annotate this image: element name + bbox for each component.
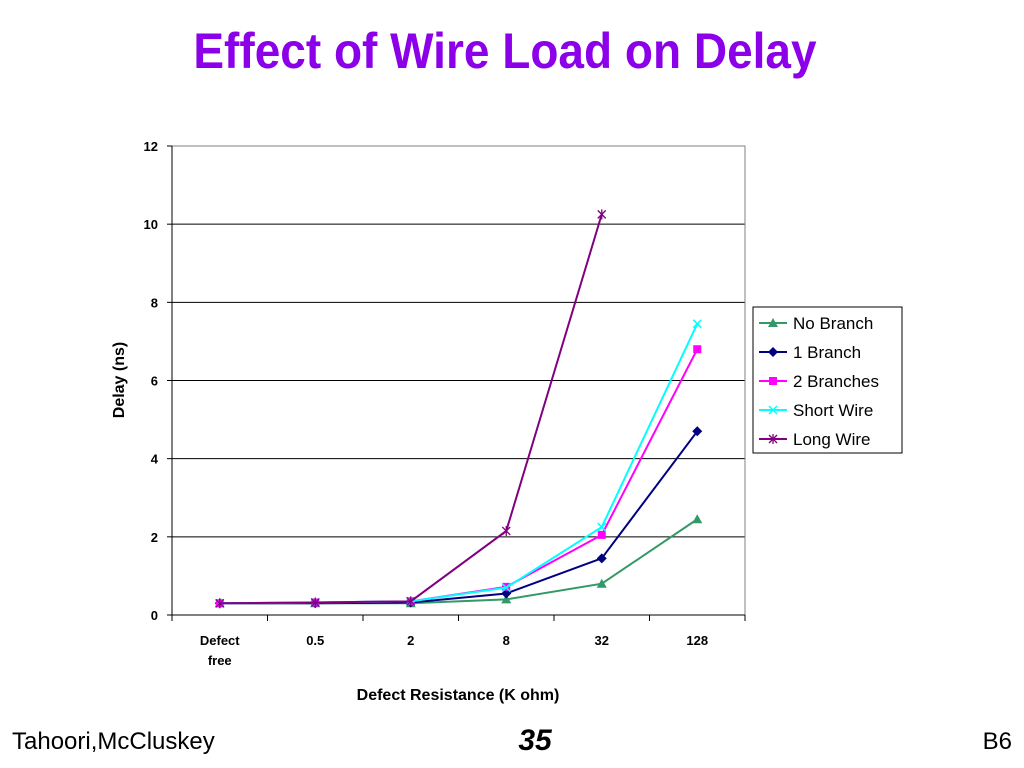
x-tick-label: 8 <box>503 633 510 648</box>
data-point-no-branch <box>692 514 703 524</box>
data-point-no-branch <box>501 594 512 604</box>
y-tick-label: 10 <box>144 217 158 232</box>
data-point-short-wire <box>692 319 702 329</box>
legend-label: 2 Branches <box>793 372 879 391</box>
y-tick-label: 12 <box>144 139 158 154</box>
legend-label: 1 Branch <box>793 343 861 362</box>
x-tick-label: Defect free <box>200 633 240 668</box>
series-short-wire <box>215 319 702 608</box>
series-1-branch <box>214 426 703 609</box>
data-point-short-wire <box>597 522 607 532</box>
data-point-long-wire <box>597 209 607 220</box>
legend-item-1-branch: 1 Branch <box>759 343 861 362</box>
x-tick-label: 0.5 <box>306 633 324 648</box>
footer-author: Tahoori,McCluskey <box>12 728 215 755</box>
legend: No Branch 1 Branch 2 Branches Short Wire Lon… <box>752 306 903 454</box>
y-tick-label: 8 <box>151 295 158 310</box>
footer-slide-code: B6 <box>982 728 1012 755</box>
series-line-short-wire <box>219 323 699 605</box>
legend-swatch-marker <box>768 347 778 357</box>
y-tick-label: 0 <box>151 608 158 623</box>
x-tick-label: 32 <box>595 633 609 648</box>
data-point-2-branches <box>597 530 606 539</box>
legend-swatch-marker <box>769 377 777 385</box>
series-line-long-wire <box>219 214 603 605</box>
axes: 0 2 4 6 8 10 12 Defect free 0.5 2 8 32 128 <box>144 139 746 668</box>
y-tick-label: 2 <box>151 530 158 545</box>
x-tick-label: 128 <box>686 633 708 648</box>
series-line-1-branch <box>219 430 699 605</box>
series-long-wire <box>215 209 607 609</box>
series-line-no-branch <box>219 518 698 605</box>
legend-label: Long Wire <box>793 430 870 449</box>
legend-swatch-marker <box>768 405 778 415</box>
page-number: 35 <box>518 724 552 757</box>
legend-label: No Branch <box>793 314 873 333</box>
data-point-no-branch <box>596 578 607 588</box>
data-point-long-wire <box>310 597 320 608</box>
data-point-long-wire <box>215 598 225 609</box>
y-tick-label: 6 <box>151 374 158 389</box>
x-tick-label: 2 <box>407 633 414 648</box>
legend-item-long-wire: Long Wire <box>759 430 870 449</box>
legend-item-short-wire: Short Wire <box>759 401 873 420</box>
legend-swatch-marker <box>768 434 778 444</box>
gridlines <box>172 223 745 538</box>
legend-label: Short Wire <box>793 401 873 420</box>
legend-item-no-branch: No Branch <box>759 314 873 333</box>
legend-swatch-marker <box>768 318 778 327</box>
slide-title: Effect of Wire Load on Delay <box>193 23 817 79</box>
x-axis-label: Defect Resistance (K ohm) <box>357 687 560 704</box>
series-lines <box>214 209 703 609</box>
data-point-long-wire <box>501 525 511 536</box>
legend-item-2-branches: 2 Branches <box>759 372 879 391</box>
y-tick-label: 4 <box>151 452 159 467</box>
data-point-2-branches <box>693 345 702 354</box>
data-point-1-branch <box>692 426 703 437</box>
series-2-branches <box>215 345 702 608</box>
y-axis-label: Delay (ns) <box>111 342 128 418</box>
data-point-short-wire <box>501 583 511 593</box>
data-point-long-wire <box>406 596 416 607</box>
data-point-1-branch <box>596 553 607 564</box>
